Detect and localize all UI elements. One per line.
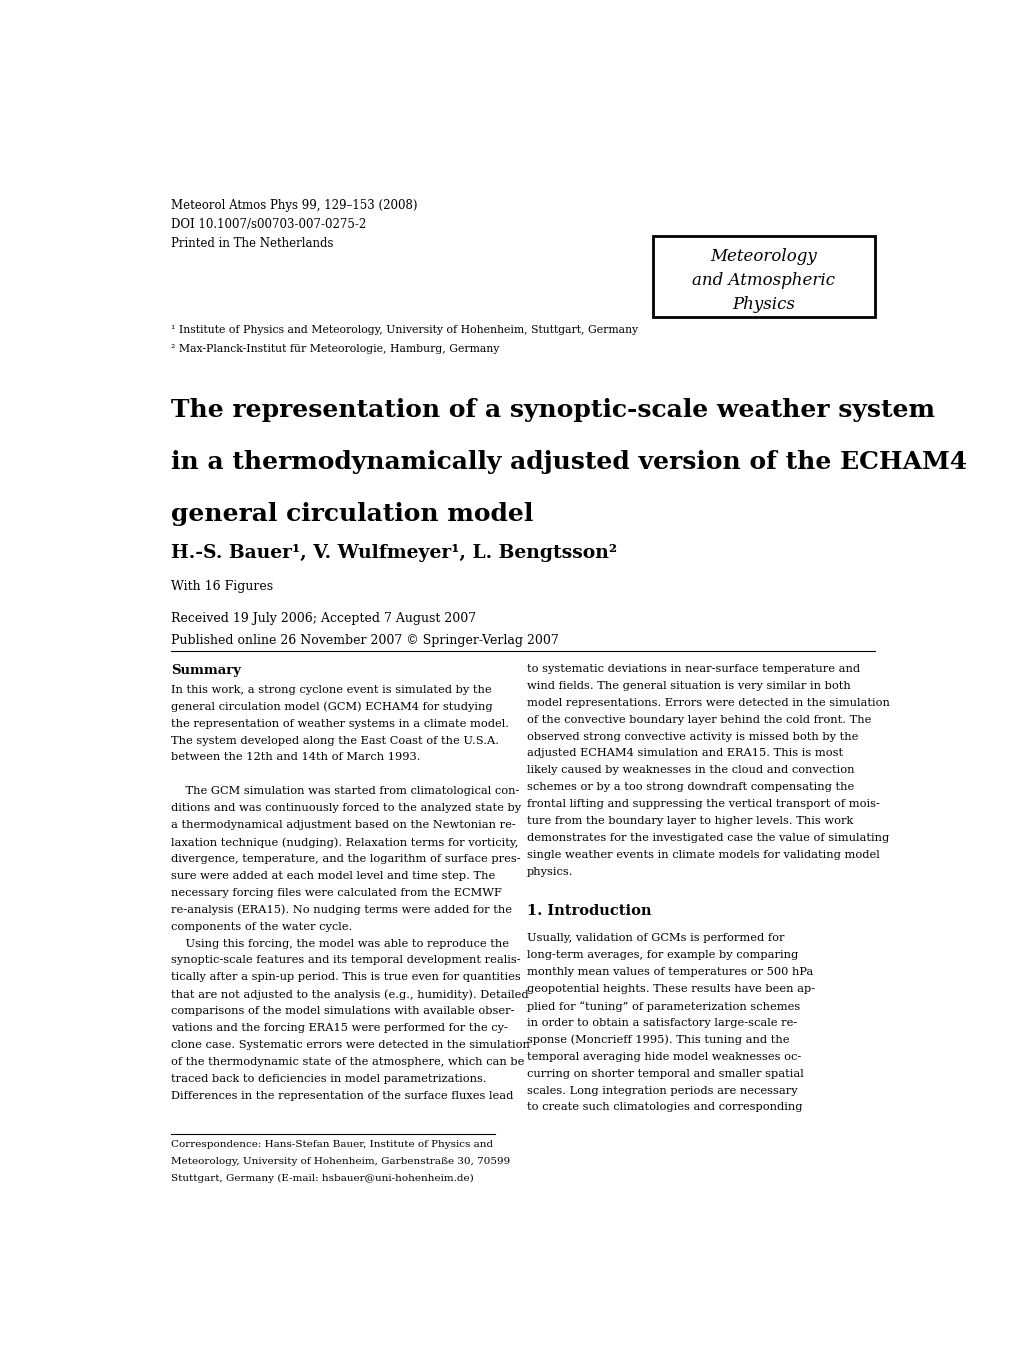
Text: Physics: Physics (732, 297, 795, 313)
Text: comparisons of the model simulations with available obser-: comparisons of the model simulations wit… (171, 1006, 514, 1016)
Text: general circulation model: general circulation model (171, 502, 533, 526)
Text: components of the water cycle.: components of the water cycle. (171, 922, 352, 932)
Text: in a thermodynamically adjusted version of the ECHAM4: in a thermodynamically adjusted version … (171, 450, 966, 473)
Text: the representation of weather systems in a climate model.: the representation of weather systems in… (171, 719, 508, 728)
Text: ditions and was continuously forced to the analyzed state by: ditions and was continuously forced to t… (171, 803, 521, 814)
Text: synoptic-scale features and its temporal development realis-: synoptic-scale features and its temporal… (171, 956, 520, 965)
Text: ¹ Institute of Physics and Meteorology, University of Hohenheim, Stuttgart, Germ: ¹ Institute of Physics and Meteorology, … (171, 324, 638, 335)
Text: of the thermodynamic state of the atmosphere, which can be: of the thermodynamic state of the atmosp… (171, 1056, 524, 1067)
Text: to systematic deviations in near-surface temperature and: to systematic deviations in near-surface… (526, 664, 859, 674)
Text: tically after a spin-up period. This is true even for quantities: tically after a spin-up period. This is … (171, 972, 521, 982)
Text: In this work, a strong cyclone event is simulated by the: In this work, a strong cyclone event is … (171, 685, 491, 694)
Text: likely caused by weaknesses in the cloud and convection: likely caused by weaknesses in the cloud… (526, 765, 853, 776)
Text: re-analysis (ERA15). No nudging terms were added for the: re-analysis (ERA15). No nudging terms we… (171, 904, 512, 915)
Text: wind fields. The general situation is very similar in both: wind fields. The general situation is ve… (526, 681, 850, 690)
Text: ² Max-Planck-Institut für Meteorologie, Hamburg, Germany: ² Max-Planck-Institut für Meteorologie, … (171, 344, 499, 354)
Text: DOI 10.1007/s00703-007-0275-2: DOI 10.1007/s00703-007-0275-2 (171, 218, 366, 231)
Text: schemes or by a too strong downdraft compensating the: schemes or by a too strong downdraft com… (526, 782, 853, 792)
Text: The representation of a synoptic-scale weather system: The representation of a synoptic-scale w… (171, 397, 934, 422)
Text: general circulation model (GCM) ECHAM4 for studying: general circulation model (GCM) ECHAM4 f… (171, 701, 492, 712)
Text: Using this forcing, the model was able to reproduce the: Using this forcing, the model was able t… (171, 938, 508, 948)
Text: Summary: Summary (171, 664, 240, 677)
Text: Meteorology, University of Hohenheim, Garbenstraße 30, 70599: Meteorology, University of Hohenheim, Ga… (171, 1157, 509, 1166)
Text: adjusted ECHAM4 simulation and ERA15. This is most: adjusted ECHAM4 simulation and ERA15. Th… (526, 749, 842, 758)
Text: 1. Introduction: 1. Introduction (526, 904, 650, 918)
Text: to create such climatologies and corresponding: to create such climatologies and corresp… (526, 1102, 801, 1112)
Text: Published online 26 November 2007 © Springer-Verlag 2007: Published online 26 November 2007 © Spri… (171, 633, 558, 647)
Text: between the 12th and 14th of March 1993.: between the 12th and 14th of March 1993. (171, 753, 420, 762)
Text: frontal lifting and suppressing the vertical transport of mois-: frontal lifting and suppressing the vert… (526, 799, 878, 810)
Text: in order to obtain a satisfactory large-scale re-: in order to obtain a satisfactory large-… (526, 1018, 796, 1028)
Text: observed strong convective activity is missed both by the: observed strong convective activity is m… (526, 731, 857, 742)
Text: Differences in the representation of the surface fluxes lead: Differences in the representation of the… (171, 1090, 513, 1101)
Text: Received 19 July 2006; Accepted 7 August 2007: Received 19 July 2006; Accepted 7 August… (171, 612, 476, 625)
Text: temporal averaging hide model weaknesses oc-: temporal averaging hide model weaknesses… (526, 1052, 800, 1062)
Text: necessary forcing files were calculated from the ECMWF: necessary forcing files were calculated … (171, 888, 501, 898)
Text: model representations. Errors were detected in the simulation: model representations. Errors were detec… (526, 698, 889, 708)
Text: sponse (Moncrieff 1995). This tuning and the: sponse (Moncrieff 1995). This tuning and… (526, 1035, 789, 1045)
Text: physics.: physics. (526, 866, 573, 877)
Text: geopotential heights. These results have been ap-: geopotential heights. These results have… (526, 984, 814, 994)
Text: Meteorol Atmos Phys 99, 129–153 (2008): Meteorol Atmos Phys 99, 129–153 (2008) (171, 199, 417, 213)
Text: ture from the boundary layer to higher levels. This work: ture from the boundary layer to higher l… (526, 816, 852, 826)
Text: Meteorology: Meteorology (710, 248, 816, 266)
Text: The GCM simulation was started from climatological con-: The GCM simulation was started from clim… (171, 786, 519, 796)
Text: divergence, temperature, and the logarithm of surface pres-: divergence, temperature, and the logarit… (171, 854, 520, 864)
FancyBboxPatch shape (652, 236, 873, 317)
Text: Stuttgart, Germany (E-mail: hsbauer@uni-hohenheim.de): Stuttgart, Germany (E-mail: hsbauer@uni-… (171, 1173, 473, 1182)
Text: Usually, validation of GCMs is performed for: Usually, validation of GCMs is performed… (526, 933, 784, 944)
Text: scales. Long integration periods are necessary: scales. Long integration periods are nec… (526, 1086, 797, 1096)
Text: long-term averages, for example by comparing: long-term averages, for example by compa… (526, 951, 797, 960)
Text: and Atmospheric: and Atmospheric (692, 273, 835, 289)
Text: monthly mean values of temperatures or 500 hPa: monthly mean values of temperatures or 5… (526, 967, 812, 978)
Text: laxation technique (nudging). Relaxation terms for vorticity,: laxation technique (nudging). Relaxation… (171, 837, 518, 848)
Text: single weather events in climate models for validating model: single weather events in climate models … (526, 850, 878, 860)
Text: demonstrates for the investigated case the value of simulating: demonstrates for the investigated case t… (526, 833, 889, 843)
Text: a thermodynamical adjustment based on the Newtonian re-: a thermodynamical adjustment based on th… (171, 820, 516, 830)
Text: Correspondence: Hans-Stefan Bauer, Institute of Physics and: Correspondence: Hans-Stefan Bauer, Insti… (171, 1140, 492, 1149)
Text: of the convective boundary layer behind the cold front. The: of the convective boundary layer behind … (526, 715, 870, 724)
Text: The system developed along the East Coast of the U.S.A.: The system developed along the East Coas… (171, 735, 498, 746)
Text: traced back to deficiencies in model parametrizations.: traced back to deficiencies in model par… (171, 1074, 486, 1083)
Text: Printed in The Netherlands: Printed in The Netherlands (171, 237, 333, 250)
Text: clone case. Systematic errors were detected in the simulation: clone case. Systematic errors were detec… (171, 1040, 529, 1050)
Text: sure were added at each model level and time step. The: sure were added at each model level and … (171, 871, 495, 881)
Text: curring on shorter temporal and smaller spatial: curring on shorter temporal and smaller … (526, 1069, 803, 1078)
Text: vations and the forcing ERA15 were performed for the cy-: vations and the forcing ERA15 were perfo… (171, 1022, 507, 1033)
Text: that are not adjusted to the analysis (e.g., humidity). Detailed: that are not adjusted to the analysis (e… (171, 990, 528, 999)
Text: With 16 Figures: With 16 Figures (171, 580, 273, 594)
Text: H.-S. Bauer¹, V. Wulfmeyer¹, L. Bengtsson²: H.-S. Bauer¹, V. Wulfmeyer¹, L. Bengtsso… (171, 544, 616, 561)
Text: plied for “tuning” of parameterization schemes: plied for “tuning” of parameterization s… (526, 1001, 799, 1012)
